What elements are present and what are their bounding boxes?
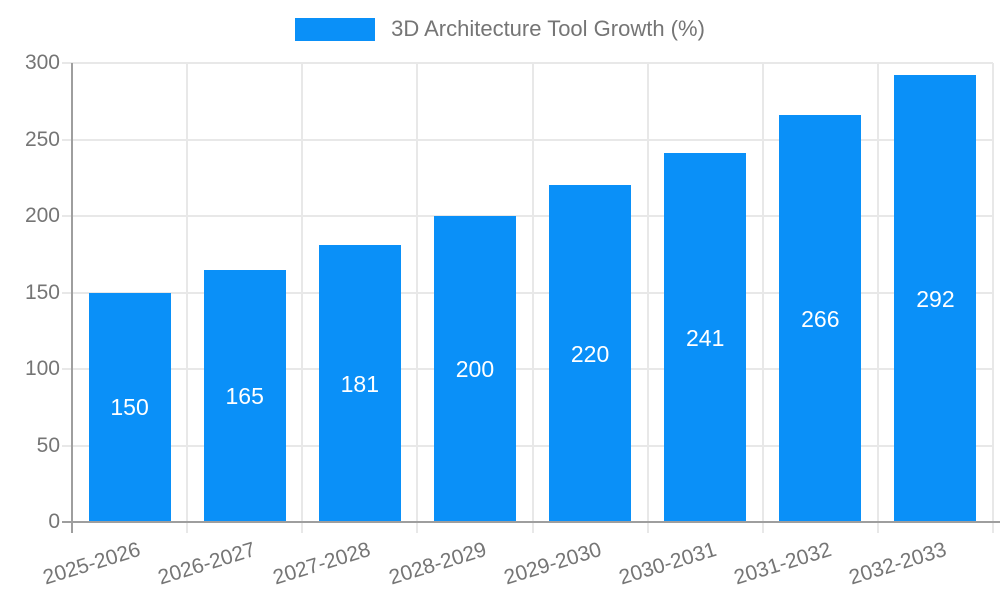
bar-value-label: 292 bbox=[916, 285, 955, 312]
x-gridline bbox=[416, 63, 419, 533]
bar-value-label: 181 bbox=[340, 370, 379, 397]
x-axis-line bbox=[62, 521, 1000, 523]
plot-area: 150 165 181 200 220 241 266 292 bbox=[62, 62, 1000, 533]
x-gridline bbox=[876, 63, 879, 533]
bar bbox=[779, 115, 862, 522]
x-tick-label: 2029-2030 bbox=[501, 538, 604, 590]
bar bbox=[664, 153, 747, 522]
x-tick-label: 2031-2032 bbox=[731, 538, 835, 590]
y-tick-label: 100 bbox=[24, 357, 60, 380]
bar-value-label: 200 bbox=[455, 356, 495, 382]
x-tick-label: 2025-2026 bbox=[40, 538, 144, 590]
x-tick-label: 2028-2029 bbox=[385, 538, 489, 590]
x-gridline bbox=[531, 63, 534, 533]
x-gridline bbox=[992, 63, 994, 533]
x-gridline bbox=[646, 63, 649, 533]
x-tick-label: 2026-2027 bbox=[155, 538, 259, 590]
bar-value-label: 266 bbox=[801, 305, 840, 332]
x-gridline bbox=[186, 63, 189, 533]
y-axis-line bbox=[71, 63, 73, 533]
legend[interactable]: 3D Architecture Tool Growth (%) bbox=[0, 16, 1000, 42]
x-gridline bbox=[301, 63, 304, 533]
y-tick-label: 0 bbox=[48, 510, 60, 533]
y-gridline bbox=[62, 62, 993, 64]
bar bbox=[318, 245, 401, 522]
legend-title: 3D Architecture Tool Growth (%) bbox=[391, 16, 705, 41]
bar bbox=[203, 269, 286, 522]
bar-value-label: 150 bbox=[110, 394, 149, 421]
y-gridline bbox=[62, 444, 993, 447]
y-tick-label: 300 bbox=[24, 51, 60, 74]
bar-value-label: 220 bbox=[570, 340, 610, 367]
y-tick-label: 150 bbox=[24, 280, 60, 304]
x-tick-label: 2027-2028 bbox=[270, 538, 374, 590]
bar bbox=[88, 292, 171, 522]
legend-swatch bbox=[295, 17, 376, 41]
y-tick-label: 200 bbox=[24, 204, 60, 227]
bar bbox=[549, 185, 632, 522]
bar bbox=[894, 75, 977, 522]
y-tick-label: 50 bbox=[36, 433, 60, 457]
y-tick-label: 250 bbox=[24, 127, 60, 151]
x-gridline bbox=[761, 63, 764, 533]
bar-value-label: 165 bbox=[225, 382, 264, 409]
bar-value-label: 241 bbox=[686, 324, 725, 351]
x-tick-label: 2030-2031 bbox=[616, 538, 719, 590]
y-gridline bbox=[62, 291, 993, 294]
x-tick-label: 2032-2033 bbox=[846, 538, 950, 590]
bar bbox=[433, 216, 516, 522]
y-gridline bbox=[62, 138, 993, 141]
y-gridline bbox=[62, 368, 993, 370]
y-gridline bbox=[62, 215, 993, 217]
